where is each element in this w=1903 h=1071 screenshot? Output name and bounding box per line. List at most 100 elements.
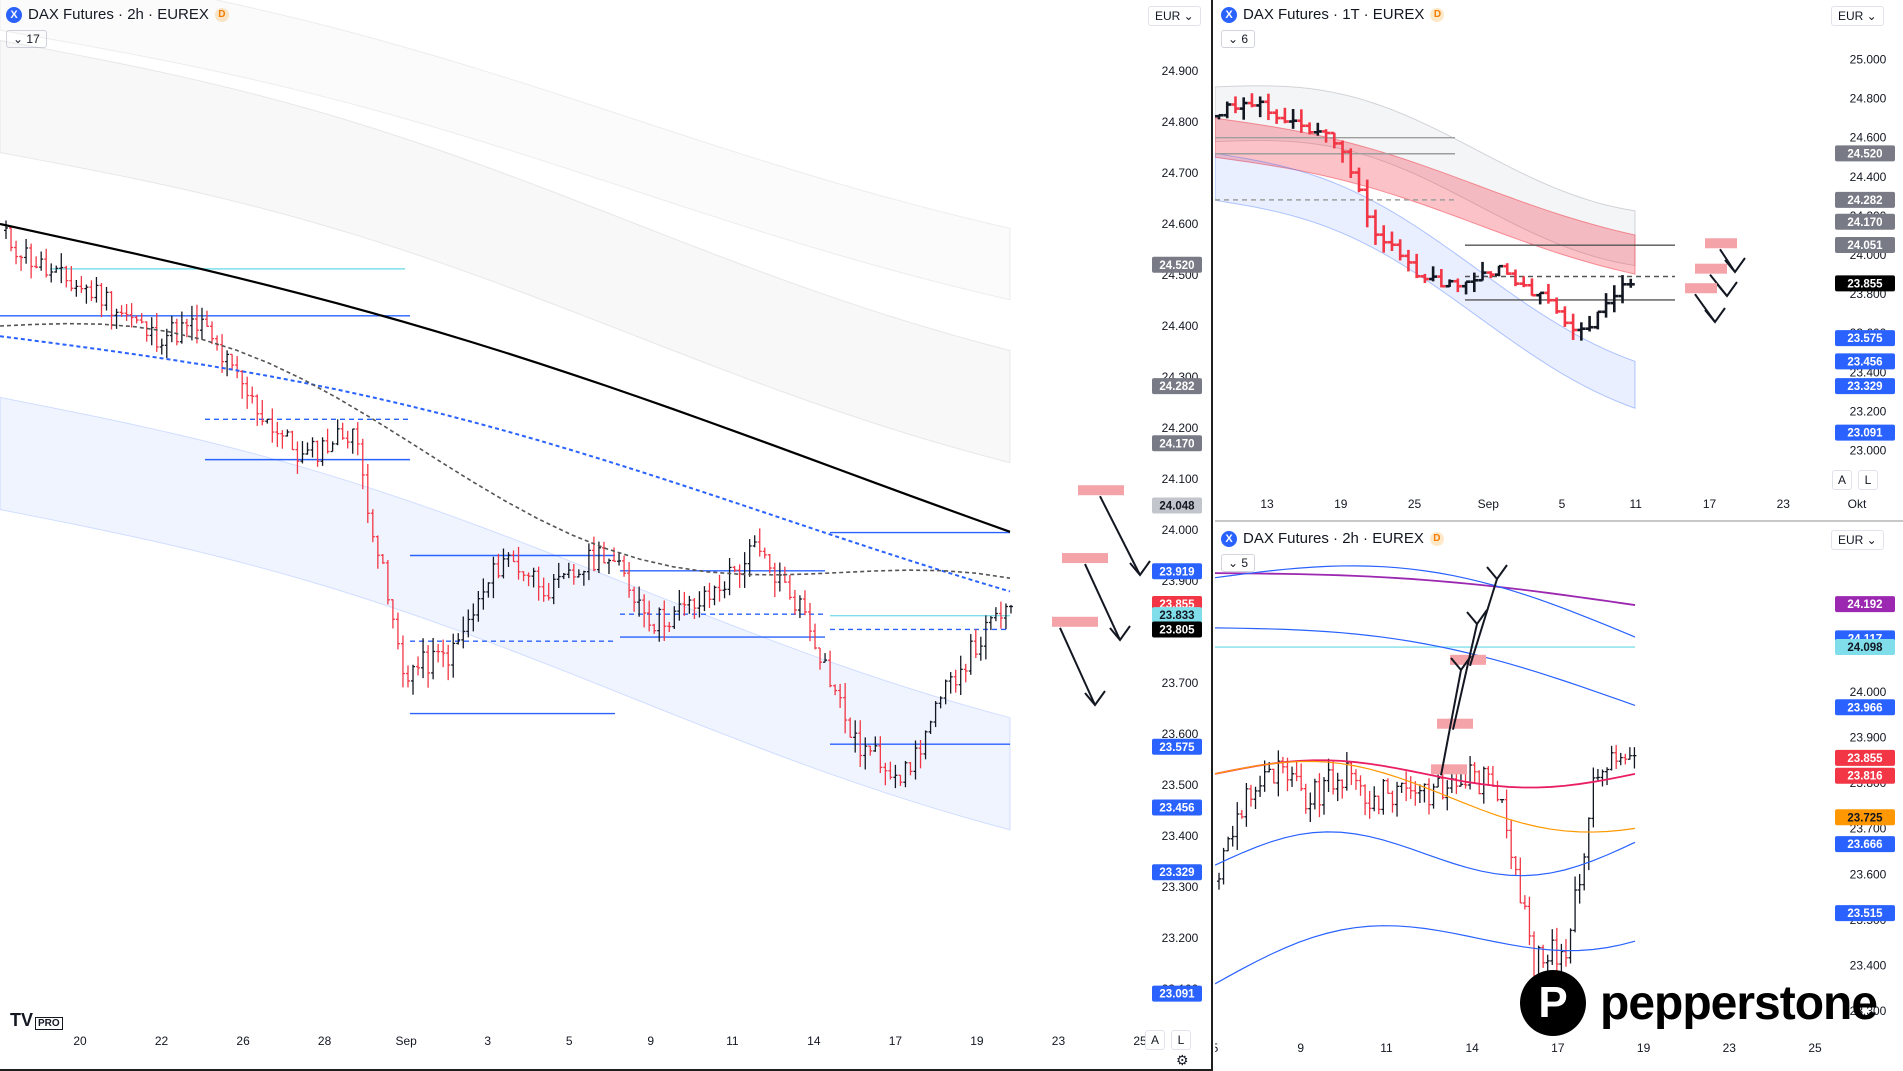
price-label-box [1152,799,1202,816]
price-label-box [1835,378,1895,395]
price-label: 24.520 [1847,148,1882,160]
log-scale-button[interactable]: L [1171,1030,1191,1050]
price-label-box [1835,237,1895,254]
indicator-count-toggle[interactable]: ⌄ 17 [6,30,47,48]
resistance-box [1705,238,1737,249]
price-label: 24.192 [1847,599,1882,611]
down-arrow-shaft [1059,627,1096,706]
x-tick-label: 19 [1637,1041,1651,1055]
price-label: 23.666 [1847,839,1882,851]
currency-select[interactable]: EUR ⌄ [1148,6,1201,26]
x-tick-label: 11 [1630,497,1643,511]
indicator-count-toggle-daily[interactable]: ⌄ 6 [1221,30,1256,48]
chart-title-daily: DAX Futures · 1T · EUREX [1243,6,1425,23]
indicator-count-toggle-intraday[interactable]: ⌄ 5 [1221,554,1256,572]
log-scale-button-daily[interactable]: L [1858,470,1878,490]
price-label-box [1835,353,1895,370]
auto-scale-button[interactable]: A [1145,1030,1165,1050]
y-tick-label: 24.200 [1162,421,1199,435]
y-tick-label: 23.300 [1850,1004,1887,1018]
price-label-box [1152,738,1202,755]
price-label-box [1835,330,1895,347]
intraday-chart-canvas[interactable]: 5911141719232524.00023.90023.80023.70023… [1215,524,1903,1071]
y-tick-label: 24.800 [1850,92,1887,106]
price-label-box [1835,905,1895,922]
price-label: 23.456 [1159,802,1194,814]
x-tick-label: 19 [1334,497,1348,511]
price-label-box [1835,145,1895,162]
symbol-icon: X [6,6,22,23]
price-label: 24.282 [1847,195,1882,207]
indicator-band [0,0,1011,301]
currency-select-intraday[interactable]: EUR ⌄ [1831,530,1884,550]
x-tick-label: 11 [726,1034,739,1048]
auto-scale-button-daily[interactable]: A [1832,470,1852,490]
y-tick-label: 23.200 [1850,404,1887,418]
symbol-icon: X [1221,6,1237,23]
price-label-box [1152,497,1202,514]
price-label-box [1152,256,1202,273]
indicator-count: 17 [26,32,40,46]
x-tick-label: Okt [1848,497,1867,511]
indicator-count: 6 [1241,32,1249,46]
moving-average-line [1215,627,1636,707]
price-label: 23.919 [1159,566,1194,578]
daily-chart-panel[interactable]: X DAX Futures · 1T · EUREX D ⌄ 6 EUR ⌄ 1… [1215,0,1903,522]
y-tick-label: 23.000 [1850,443,1887,457]
price-label: 24.282 [1159,381,1194,393]
x-tick-label: Sep [1478,497,1500,511]
x-tick-label: 5 [1559,497,1566,511]
x-tick-label: 9 [647,1034,654,1048]
x-tick-label: 22 [155,1034,169,1048]
intraday-chart-panel[interactable]: X DAX Futures · 2h · EUREX D ⌄ 5 EUR ⌄ 5… [1215,524,1903,1071]
x-tick-label: 23 [1723,1041,1737,1055]
moving-average-line [0,222,1011,533]
price-label-box [1835,809,1895,826]
y-tick-label: 24.600 [1850,131,1887,145]
price-label: 24.098 [1847,642,1883,654]
x-tick-label: 9 [1297,1041,1304,1055]
main-chart-panel[interactable]: X DAX Futures · 2h · EUREX D ⌄ 17 EUR ⌄ … [0,0,1213,1071]
y-tick-label: 23.700 [1162,676,1199,690]
pepperstone-wordmark: pepperstone [1600,976,1878,1030]
chart-legend-intraday[interactable]: X DAX Futures · 2h · EUREX D [1221,530,1444,547]
resistance-box [1078,485,1124,496]
down-arrow-shaft [1469,578,1498,667]
price-label-box [1835,639,1895,656]
y-tick-label: 23.900 [1850,730,1887,744]
x-tick-label: 13 [1260,497,1274,511]
price-label: 24.170 [1847,217,1882,229]
currency-label: EUR [1838,533,1864,547]
price-label-box [1835,275,1895,292]
price-label: 23.091 [1847,428,1883,440]
price-label: 23.855 [1847,278,1883,290]
down-arrow-head [1724,257,1746,274]
daily-chart-canvas[interactable]: 13 19 25 Sep 5 11 17 23 Okt 25.000 24.800 24.600 24.… [1215,0,1903,522]
price-label: 24.170 [1159,438,1194,450]
x-tick-label: 14 [807,1034,821,1048]
tradingview-logo: TV PRO [10,1010,63,1031]
price-label-box [1152,621,1202,638]
settings-gear-icon[interactable]: ⚙ [1176,1052,1189,1068]
x-tick-label: 26 [236,1034,250,1048]
price-label: 24.048 [1159,501,1195,513]
y-tick-label: 24.700 [1162,166,1199,180]
currency-label: EUR [1155,9,1181,23]
x-tick-label: 5 [1215,1041,1219,1055]
price-label: 23.805 [1159,624,1195,636]
price-label-box [1835,767,1895,784]
chart-legend-daily[interactable]: X DAX Futures · 1T · EUREX D [1221,6,1445,23]
x-tick-label: 23 [1777,497,1791,511]
chart-legend[interactable]: X DAX Futures · 2h · EUREX D [6,6,229,23]
price-label-box [1835,213,1895,230]
y-tick-label: 25.000 [1850,53,1887,67]
currency-select-daily[interactable]: EUR ⌄ [1831,6,1884,26]
moving-average-line [1215,760,1636,833]
y-tick-label: 24.100 [1162,472,1199,486]
down-arrow-shaft [1084,563,1121,641]
x-tick-label: 17 [1551,1041,1565,1055]
y-tick-label: 23.300 [1162,880,1199,894]
resistance-box [1062,553,1108,564]
main-chart-canvas[interactable]: 20 22 26 28 Sep 3 5 9 11 14 17 19 23 25 24.900 24.800 24… [0,0,1210,1071]
price-label: 23.575 [1159,742,1195,754]
